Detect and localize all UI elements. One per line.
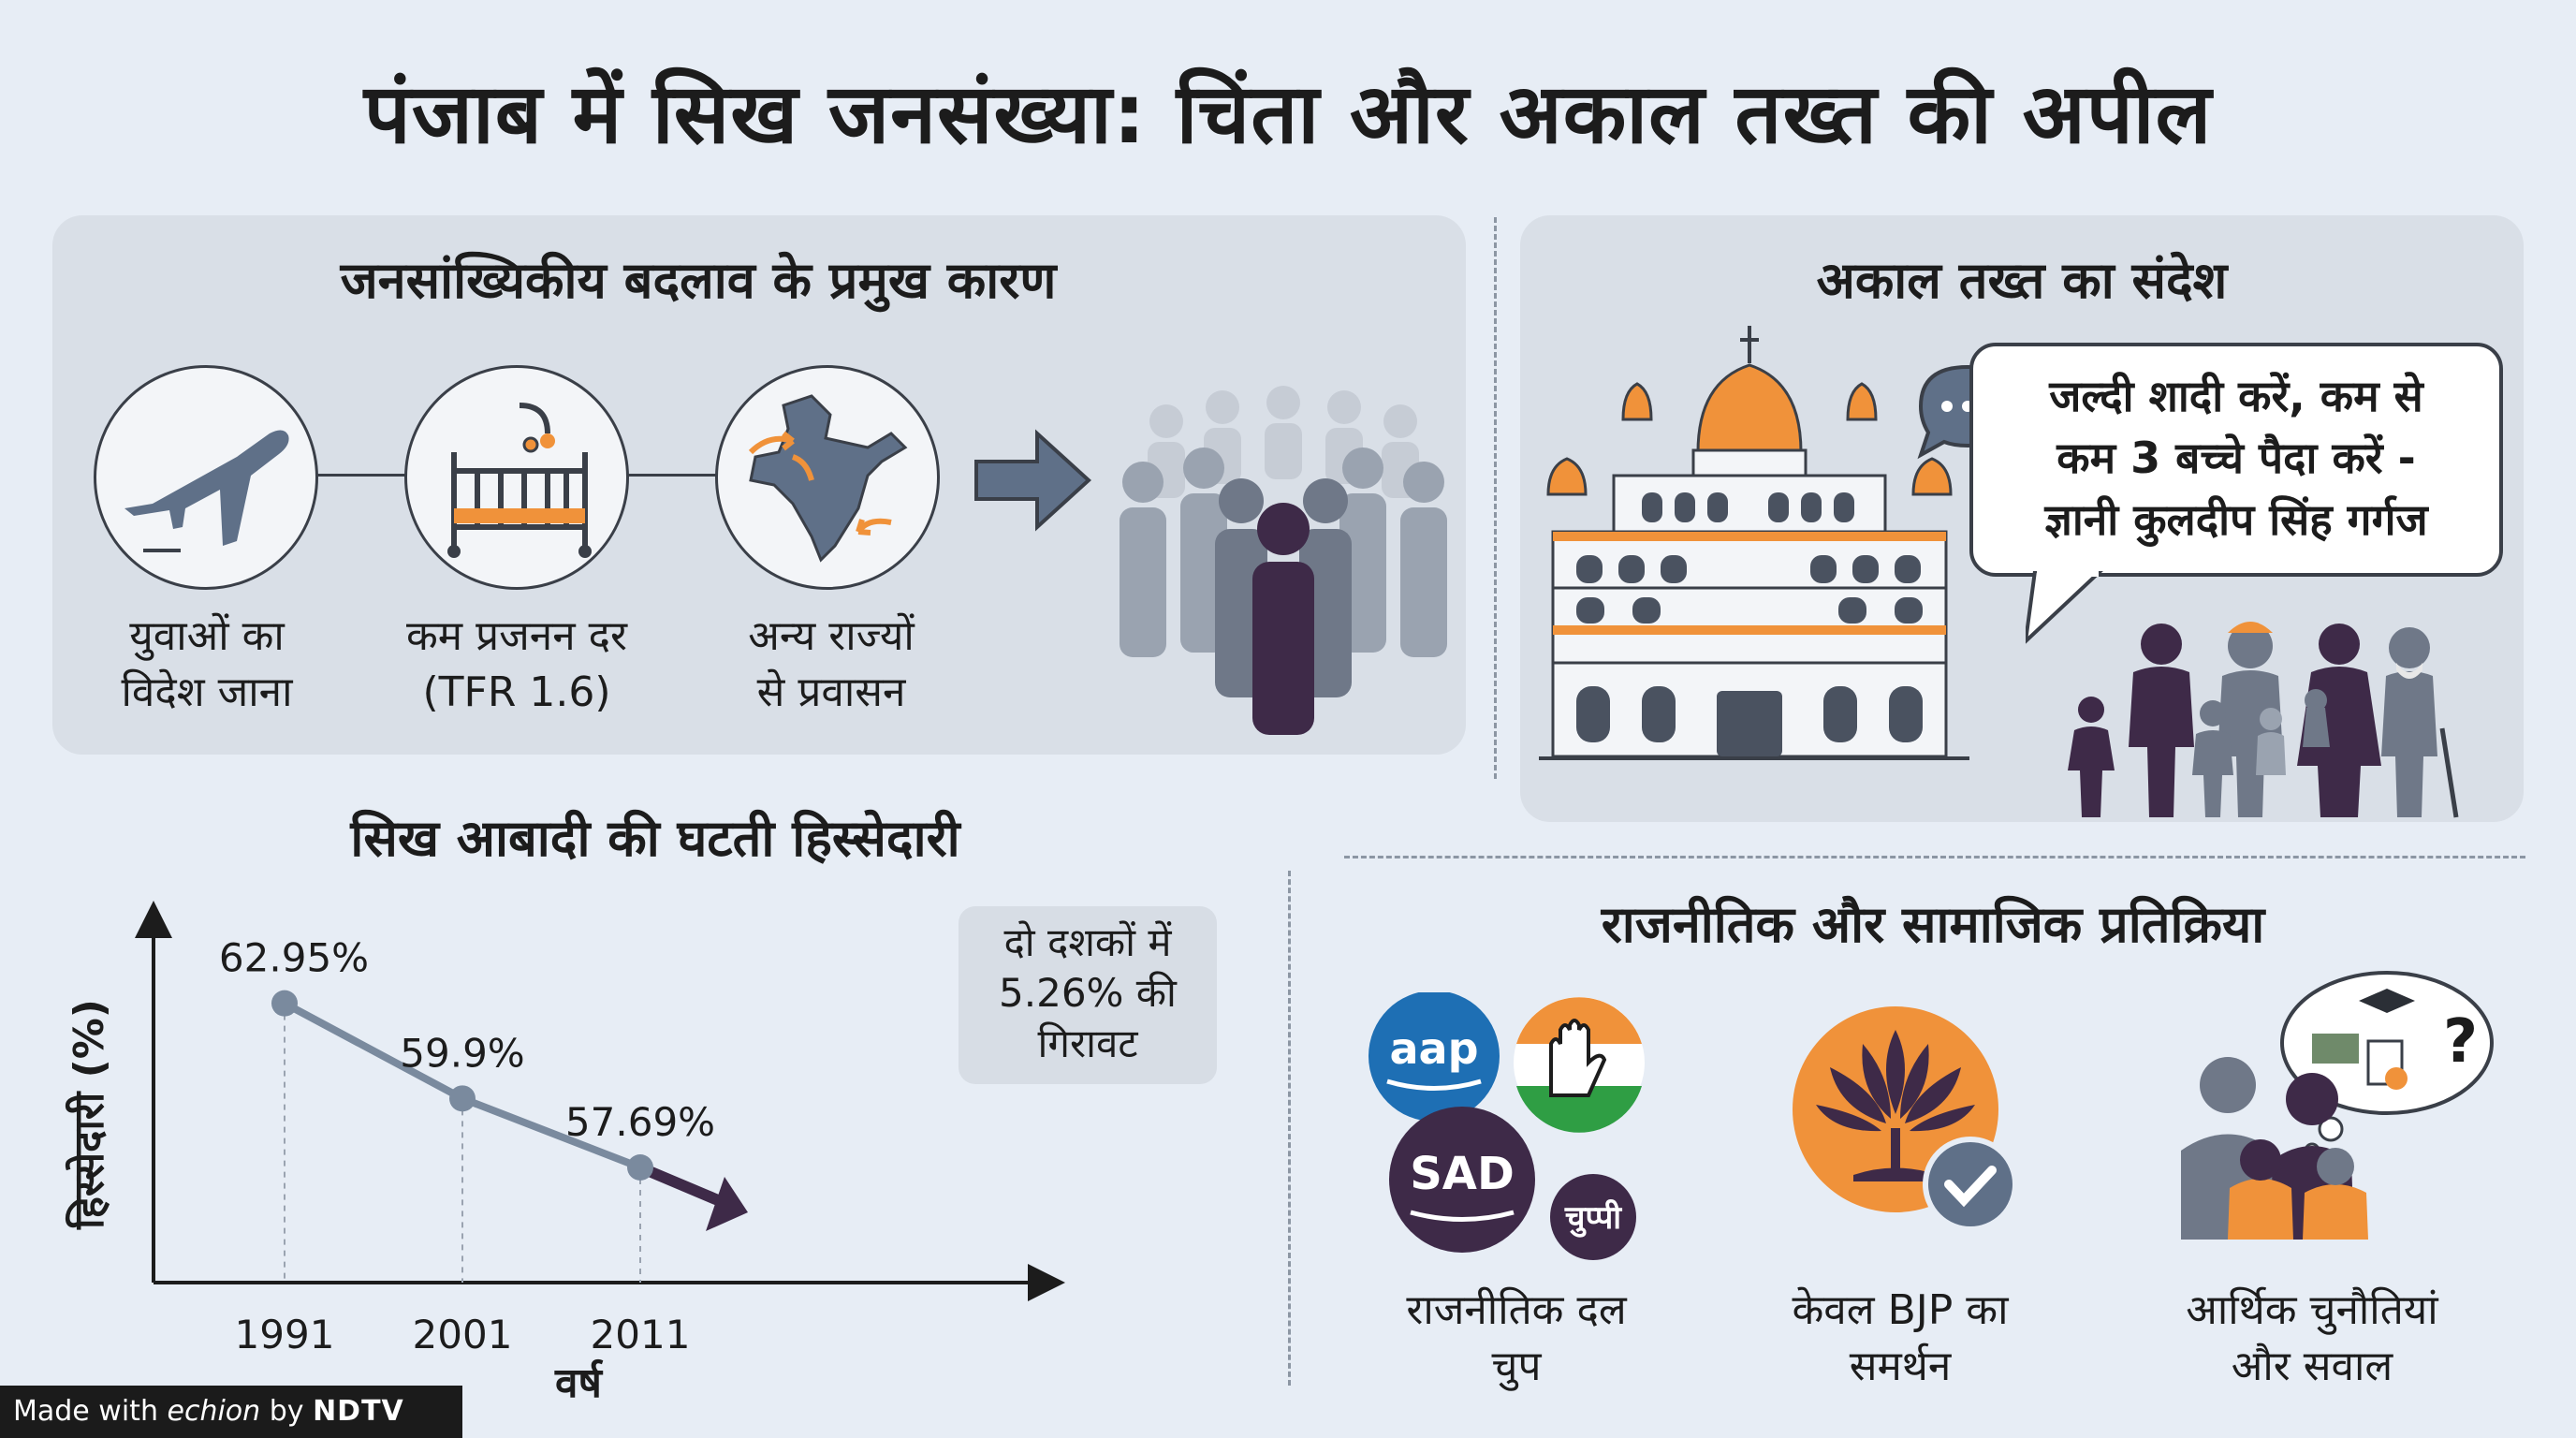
page-title: पंजाब में सिख जनसंख्या: चिंता और अकाल तख… — [363, 66, 2213, 162]
callout-line3: गिरावट — [1037, 1020, 1138, 1066]
silent-badge-text: चुप्पी — [1564, 1198, 1622, 1238]
quote-line1: जल्दी शादी करें, कम से — [2049, 371, 2423, 421]
reaction-label-bjp: केवल BJP का समर्थन — [1741, 1283, 2059, 1395]
cause-label-line1: कम प्रजनन दर — [406, 612, 627, 660]
cause-circle-fertility — [404, 365, 629, 590]
y-axis-label: हिस्सेदारी (%) — [65, 999, 113, 1230]
arrow-right-icon — [974, 429, 1091, 532]
family-icon — [2068, 622, 2459, 818]
reaction-label-line2: समर्थन — [1849, 1343, 1952, 1390]
footer-by: by — [269, 1395, 304, 1428]
data-point — [449, 1085, 476, 1112]
quote-line2: कम 3 बच्चे पैदा करें - — [2056, 433, 2416, 483]
akal-takht-panel: अकाल तख्त का संदेश जल्दी शाद — [1520, 215, 2524, 822]
bottom-divider — [1288, 871, 1291, 1386]
x-tick-label: 1991 — [235, 1312, 335, 1357]
x-tick-label: 2001 — [413, 1312, 513, 1357]
akal-takht-title: अकाल तख्त का संदेश — [1816, 251, 2228, 310]
cause-label-migration: अन्य राज्यों से प्रवासन — [681, 609, 981, 721]
footer-brand: echion — [167, 1395, 261, 1428]
cause-label-line2: से प्रवासन — [756, 668, 906, 716]
reaction-label-line2: और सवाल — [2231, 1343, 2393, 1390]
bubble-tail — [2026, 571, 2103, 644]
party-logos-group: aap SAD चुप्पी — [1368, 992, 1645, 1260]
trend-arrow — [637, 1162, 721, 1206]
cause-circle-emigration — [94, 365, 318, 590]
aap-logo-icon: aap — [1368, 992, 1500, 1122]
airplane-icon — [124, 430, 289, 552]
sad-logo-icon: SAD — [1389, 1107, 1535, 1253]
decline-callout: दो दशकों में 5.26% की गिरावट — [959, 906, 1217, 1084]
cause-label-fertility: कम प्रजनन दर (TFR 1.6) — [367, 609, 666, 721]
chart-title: सिख आबादी की घटती हिस्सेदारी — [350, 809, 960, 868]
reaction-label-parties: राजनीतिक दल चुप — [1348, 1283, 1685, 1395]
cause-label-line2: विदेश जाना — [121, 668, 293, 716]
x-axis-label: वर्ष — [554, 1358, 604, 1407]
x-tick-label: 2011 — [591, 1312, 691, 1357]
sad-logo-text: SAD — [1410, 1148, 1515, 1200]
data-label: 57.69% — [565, 1099, 715, 1145]
cause-circle-migration — [715, 365, 940, 590]
data-label: 59.9% — [400, 1030, 524, 1076]
quote-line3: ज्ञानी कुलदीप सिंह गर्गज — [2044, 494, 2428, 545]
silent-badge-icon: चुप्पी — [1550, 1174, 1636, 1260]
reactions-title: राजनीतिक और सामाजिक प्रतिक्रिया — [1601, 895, 2265, 954]
question-mark: ? — [2443, 1007, 2478, 1077]
share-line-chart: 62.95% 1991 59.9% 2001 57.69% 2011 हिस्सेदारी… — [65, 901, 1065, 1407]
footer-credit[interactable]: Made with echion by NDTV — [0, 1386, 462, 1438]
reaction-label-economic: आर्थिक चुनौतियां और सवाल — [2125, 1283, 2499, 1395]
reaction-label-line1: केवल BJP का — [1792, 1286, 2009, 1334]
footer-made-with: Made with — [13, 1395, 158, 1428]
family-worry-icon: ? — [2181, 971, 2494, 1240]
thought-bubble-icon: ? — [2280, 971, 2494, 1159]
footer-partner: NDTV — [313, 1395, 404, 1428]
top-divider — [1494, 217, 1497, 779]
cause-label-line2: (TFR 1.6) — [422, 668, 611, 716]
cause-label-line1: युवाओं का — [129, 612, 285, 660]
crowd-icon — [1120, 386, 1447, 735]
cause-label-line1: अन्य राज्यों — [748, 612, 915, 660]
data-point — [627, 1154, 653, 1181]
data-label: 62.95% — [219, 935, 369, 981]
trend-arrow-head — [706, 1177, 748, 1231]
akal-takht-building-icon — [1539, 326, 1969, 760]
india-map-icon — [748, 394, 908, 563]
reaction-label-line1: राजनीतिक दल — [1406, 1286, 1627, 1334]
callout-line1: दो दशकों में — [1003, 919, 1172, 965]
crib-icon — [447, 403, 592, 558]
reaction-label-line1: आर्थिक चुनौतियां — [2186, 1286, 2438, 1334]
data-point — [271, 990, 298, 1017]
check-badge-icon — [1923, 1137, 2018, 1232]
reaction-label-line2: चुप — [1491, 1343, 1542, 1390]
callout-line2: 5.26% की — [999, 970, 1177, 1016]
causes-title: जनसांख्यिकीय बदलाव के प्रमुख कारण — [340, 251, 1057, 310]
aap-logo-text: aap — [1389, 1023, 1478, 1074]
bjp-lotus-icon — [1793, 1006, 2018, 1232]
reactions-top-divider — [1344, 856, 2525, 858]
cause-label-emigration: युवाओं का विदेश जाना — [52, 609, 361, 721]
causes-panel: जनसांख्यिकीय बदलाव के प्रमुख कारण — [52, 215, 1466, 755]
congress-logo-icon — [1514, 997, 1645, 1133]
quote-bubble: जल्दी शादी करें, कम से कम 3 बच्चे पैदा क… — [1969, 343, 2503, 577]
